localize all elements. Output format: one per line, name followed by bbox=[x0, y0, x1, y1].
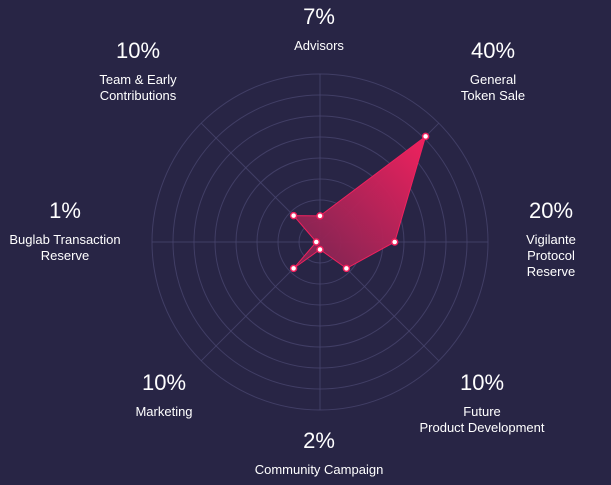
category-label: 2% Community Campaign bbox=[255, 428, 384, 478]
category-name: Advisors bbox=[294, 38, 344, 53]
category-name: Vigilante Protocol Reserve bbox=[526, 232, 576, 279]
data-point bbox=[342, 264, 351, 273]
data-point bbox=[421, 132, 430, 141]
percent-label: 7% bbox=[303, 4, 335, 29]
category-label: 40% General Token Sale bbox=[461, 38, 525, 104]
category-name: Future Product Development bbox=[419, 404, 545, 435]
percent-label: 10% bbox=[459, 370, 505, 395]
data-point bbox=[312, 238, 321, 246]
data-point bbox=[316, 245, 324, 254]
category-label: 20% Vigilante Protocol Reserve bbox=[521, 198, 581, 280]
category-name: Community Campaign bbox=[254, 462, 384, 477]
data-point bbox=[289, 264, 298, 273]
category-label: 10% Marketing bbox=[135, 370, 192, 420]
category-label: 1% Buglab Transaction Reserve bbox=[9, 198, 120, 264]
category-label: 7% Advisors bbox=[294, 4, 344, 54]
category-name: Marketing bbox=[135, 404, 193, 419]
data-point bbox=[289, 211, 298, 220]
percent-label: 10% bbox=[115, 38, 161, 63]
category-label: 10% Future Product Development bbox=[419, 370, 544, 436]
percent-label: 40% bbox=[470, 38, 516, 63]
category-name: Buglab Transaction Reserve bbox=[9, 232, 121, 263]
radar-area bbox=[293, 135, 427, 269]
percent-label: 1% bbox=[49, 198, 81, 223]
percent-label: 2% bbox=[303, 428, 335, 453]
percent-label: 10% bbox=[141, 370, 187, 395]
category-name: Team & Early Contributions bbox=[99, 72, 177, 103]
percent-label: 20% bbox=[528, 198, 574, 223]
category-name: General Token Sale bbox=[460, 72, 526, 103]
data-point bbox=[390, 238, 399, 246]
category-label: 10% Team & Early Contributions bbox=[99, 38, 176, 104]
data-point bbox=[316, 212, 324, 220]
